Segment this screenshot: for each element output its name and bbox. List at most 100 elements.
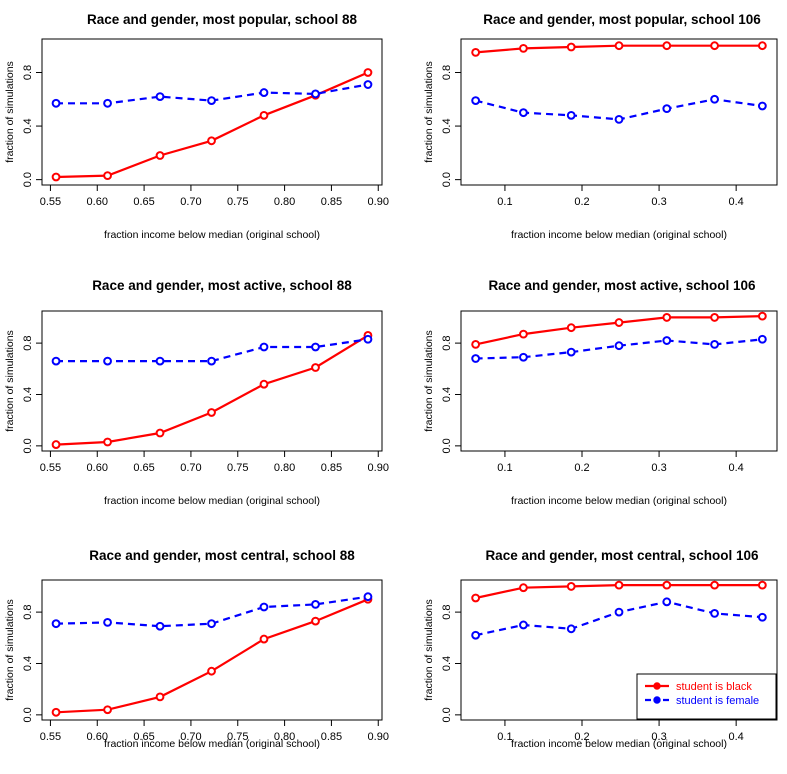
y-tick-label: 0.8 (22, 604, 34, 619)
panel-title: Race and gender, most active, school 106 (488, 278, 756, 293)
data-point (566, 624, 576, 634)
x-tick-label: 0.75 (227, 462, 248, 474)
data-point (259, 110, 269, 120)
y-axis: 0.0 0.4 0.8 (441, 65, 461, 187)
data-point (662, 580, 672, 590)
x-tick-label: 0.60 (87, 196, 108, 208)
data-point (471, 630, 481, 640)
y-tick-label: 0.8 (441, 65, 453, 80)
panel-5: Race and gender, most central, school 88… (4, 548, 389, 750)
x-axis-label: fraction income below median (original s… (104, 229, 320, 241)
data-point (471, 96, 481, 106)
data-point (566, 582, 576, 591)
series-line (55, 598, 369, 714)
data-point (566, 42, 576, 52)
series-female (471, 597, 767, 640)
panel-6: Race and gender, most central, school 10… (423, 548, 778, 750)
data-point (259, 342, 269, 352)
x-axis: 0.1 0.2 0.3 0.4 (497, 719, 744, 743)
x-tick-label: 0.85 (321, 731, 342, 743)
data-point (519, 352, 528, 362)
data-point (103, 705, 112, 715)
data-point (710, 580, 719, 590)
data-point (614, 114, 624, 124)
data-point (155, 92, 165, 101)
series-line (55, 334, 369, 446)
y-axis-label: fraction of simulations (423, 61, 435, 163)
x-axis: 0.1 0.2 0.3 0.4 (497, 450, 744, 474)
y-tick-label: 0.0 (441, 172, 453, 187)
panel-4: Race and gender, most active, school 106… (423, 278, 778, 507)
x-tick-label: 0.70 (180, 731, 201, 743)
plot-frame (41, 310, 383, 452)
data-point (710, 339, 719, 349)
data-point (311, 600, 320, 609)
data-point (103, 171, 112, 181)
x-tick-label: 0.3 (651, 731, 666, 743)
series-black (51, 331, 373, 449)
x-axis-label: fraction income below median (original s… (511, 495, 727, 507)
x-axis-label: fraction income below median (original s… (104, 495, 320, 507)
x-tick-label: 0.60 (87, 731, 108, 743)
y-axis: 0.0 0.4 0.8 (22, 65, 42, 187)
y-tick-label: 0.0 (22, 707, 34, 722)
y-tick-label: 0.4 (441, 656, 453, 671)
y-axis-label: fraction of simulations (4, 599, 16, 701)
data-point (207, 356, 216, 366)
y-axis: 0.0 0.4 0.8 (441, 604, 461, 723)
series-black (471, 311, 767, 349)
y-axis-label: fraction of simulations (4, 330, 16, 432)
y-tick-label: 0.8 (22, 335, 34, 350)
x-axis-label: fraction income below median (original s… (104, 738, 320, 750)
plot-frame (41, 38, 383, 186)
data-point (757, 311, 767, 321)
x-tick-label: 0.75 (227, 731, 248, 743)
x-tick-label: 0.55 (40, 462, 61, 474)
series-female (471, 94, 767, 124)
series-black (471, 580, 767, 603)
x-tick-label: 0.55 (40, 196, 61, 208)
data-point (207, 96, 216, 106)
data-point (51, 356, 61, 366)
data-point (311, 342, 320, 352)
data-point (207, 666, 216, 676)
x-tick-label: 0.1 (497, 462, 512, 474)
y-axis: 0.0 0.4 0.8 (22, 335, 42, 454)
y-tick-label: 0.4 (441, 118, 453, 133)
x-tick-label: 0.4 (729, 731, 744, 743)
x-tick-label: 0.2 (574, 731, 589, 743)
y-axis-label: fraction of simulations (4, 61, 16, 163)
data-point (614, 607, 624, 617)
x-tick-label: 0.70 (180, 462, 201, 474)
y-axis: 0.0 0.4 0.8 (22, 604, 42, 723)
data-point (51, 98, 61, 108)
legend-box (636, 673, 777, 720)
panel-title: Race and gender, most popular, school 88 (87, 12, 358, 27)
series-black (471, 41, 767, 57)
x-tick-label: 0.3 (651, 462, 666, 474)
y-axis-label: fraction of simulations (423, 330, 435, 432)
y-tick-label: 0.0 (22, 172, 34, 187)
data-point (155, 428, 165, 438)
data-point (710, 313, 719, 322)
series-female (471, 334, 767, 363)
x-tick-label: 0.85 (321, 462, 342, 474)
legend: student is black student is female (636, 673, 777, 720)
data-point (662, 313, 672, 322)
x-axis: 0.55 0.60 0.65 0.70 0.75 0.80 0.85 0.90 (40, 719, 389, 743)
data-point (710, 608, 719, 618)
series-black (51, 594, 373, 717)
data-point (566, 110, 576, 120)
x-axis-label: fraction income below median (original s… (511, 738, 727, 750)
data-point (103, 98, 112, 108)
x-tick-label: 0.4 (729, 462, 744, 474)
data-point (51, 440, 61, 449)
y-tick-label: 0.4 (441, 387, 453, 402)
y-tick-label: 0.0 (22, 438, 34, 453)
data-point (519, 43, 528, 53)
data-point (519, 583, 528, 593)
data-point (363, 68, 373, 77)
data-point (259, 379, 269, 389)
data-point (207, 408, 216, 417)
